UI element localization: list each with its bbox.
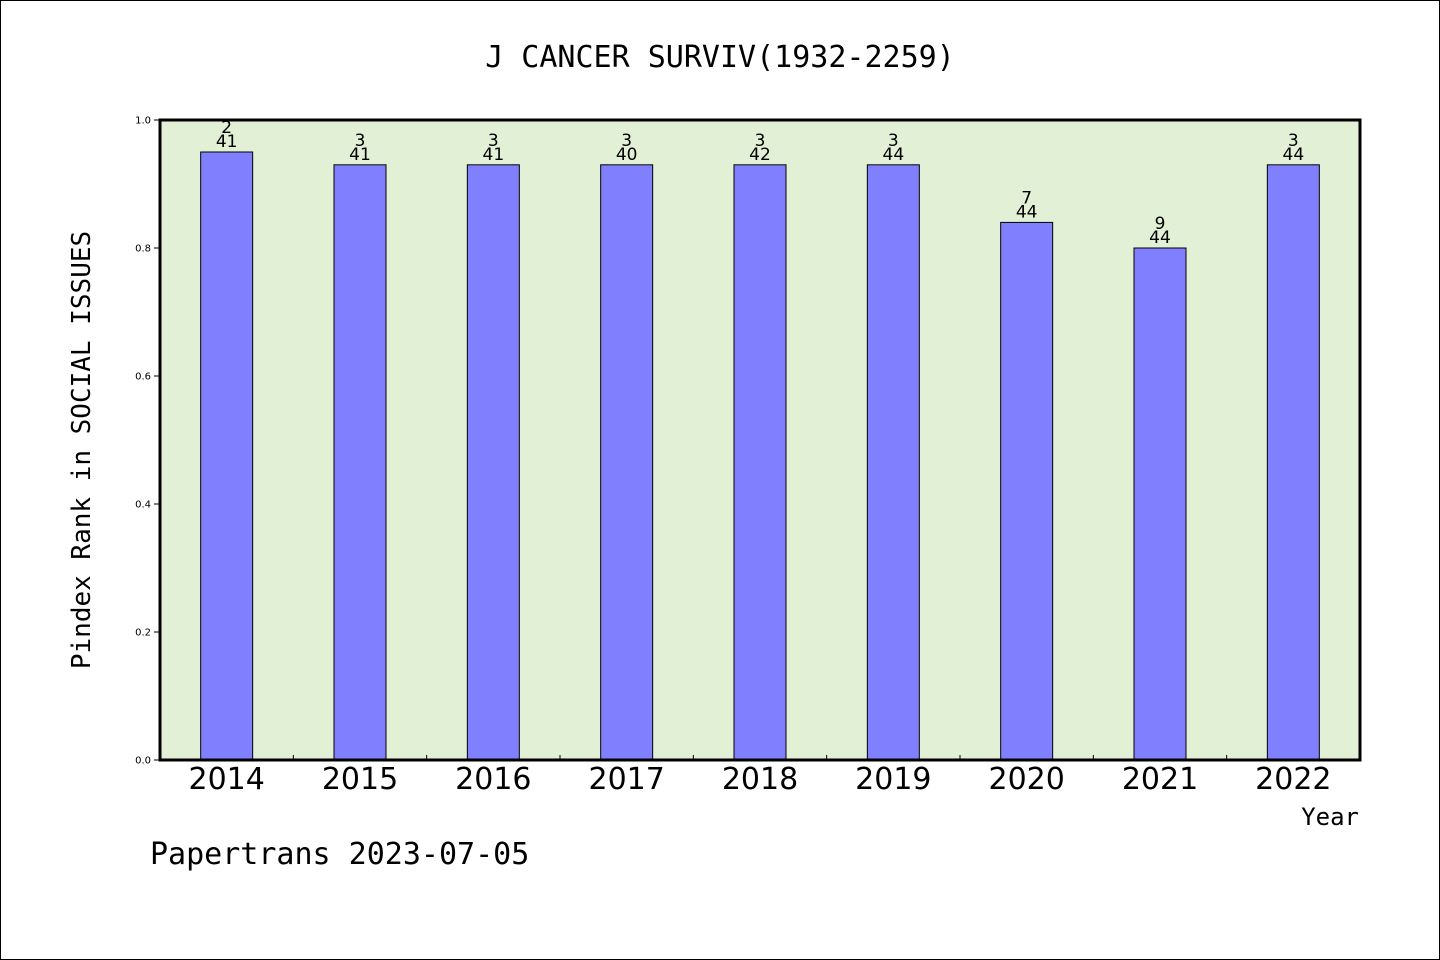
bar-2017 [600,164,654,761]
bar-rank-label-2020: 7 [1021,188,1032,208]
bar-total-label-2019: 44 [883,145,905,165]
x-tick-label-2021: 2021 [1122,762,1198,797]
bar-2022 [1266,164,1320,761]
x-tick-label-2019: 2019 [855,762,931,797]
bar-total-label-2018: 42 [749,145,771,165]
bar-2016 [466,164,520,761]
bar-rank-label-2021: 9 [1155,214,1166,234]
bar-rank-label-2019: 3 [888,131,899,151]
y-tick-label-0.4: 0.4 [135,500,151,511]
x-tick-label-2014: 2014 [188,762,264,797]
bar-rank-label-2017: 3 [621,131,632,151]
bar-rank-label-2016: 3 [488,131,499,151]
bars-layer [200,151,1320,761]
x-axis-label: Year [1301,803,1359,831]
footer-text: Papertrans 2023-07-05 [150,837,529,872]
y-tick-label-1.0: 1.0 [135,116,151,127]
bar-total-label-2021: 44 [1149,228,1171,248]
bar-total-label-2014: 41 [216,132,238,152]
bar-2019 [866,164,920,761]
x-tick-label-2016: 2016 [455,762,531,797]
y-tick-label-0.8: 0.8 [135,244,151,255]
bar-rank-label-2022: 3 [1288,131,1299,151]
y-axis-label: Pindex Rank in SOCIAL ISSUES [67,231,97,669]
x-tick-label-2015: 2015 [322,762,398,797]
x-tick-label-2020: 2020 [988,762,1064,797]
y-tick-label-0.2: 0.2 [135,628,151,639]
y-tick-label-0.0: 0.0 [135,756,151,767]
bar-2018 [733,164,787,761]
chart-title: J CANCER SURVIV(1932-2259) [485,40,955,75]
plot-border [158,118,1362,762]
bar-rank-label-2018: 3 [755,131,766,151]
bar-total-label-2017: 40 [616,145,638,165]
bar-total-label-2015: 41 [349,145,371,165]
bar-2015 [333,164,387,761]
bar-2020 [1000,221,1054,761]
x-tick-label-2022: 2022 [1255,762,1331,797]
bar-2014 [200,151,254,761]
x-tick-label-2018: 2018 [722,762,798,797]
bar-rank-label-2014: 2 [221,118,232,138]
bar-total-label-2022: 44 [1283,145,1305,165]
bar-total-label-2016: 41 [483,145,505,165]
x-tick-label-2017: 2017 [588,762,664,797]
bar-2021 [1133,247,1187,761]
bar-total-label-2020: 44 [1016,202,1038,222]
y-tick-label-0.6: 0.6 [135,372,151,383]
labels-layer: 2412014341201534120163402017342201834420… [135,116,1331,798]
bar-rank-label-2015: 3 [355,131,366,151]
